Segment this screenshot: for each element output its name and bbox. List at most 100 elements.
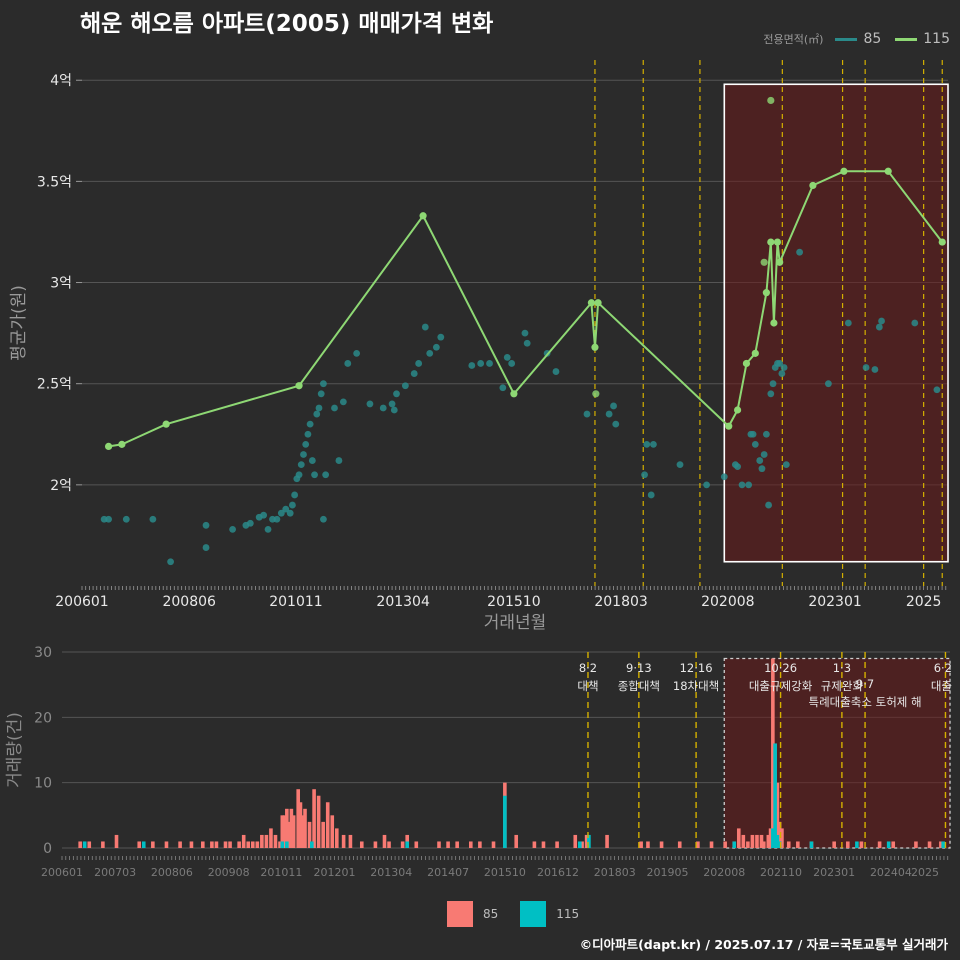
point-85	[339, 398, 347, 406]
bar-y-tick-label: 20	[34, 710, 52, 726]
point-85	[149, 515, 157, 523]
point-85	[765, 501, 772, 509]
point-115	[733, 406, 742, 414]
page-title: 해운 해오름 아파트(2005) 매매가격 변화	[80, 11, 494, 37]
point-115	[767, 238, 775, 246]
bar-85	[382, 834, 387, 848]
point-115	[751, 349, 759, 357]
bar-85	[927, 841, 932, 848]
bar-85	[766, 834, 771, 848]
point-85	[780, 364, 788, 371]
policy-name-label: 규제완화	[821, 679, 864, 693]
bar-y-tick-label: 0	[43, 841, 52, 857]
point-85	[751, 440, 759, 448]
bar-85	[255, 841, 260, 848]
x-tick-label: 201304	[376, 594, 430, 610]
bar-115	[855, 841, 859, 848]
bar-85	[761, 841, 766, 848]
bar-85	[316, 795, 321, 848]
point-85	[738, 481, 746, 489]
legend-bottom-label-85: 85	[483, 907, 499, 921]
bar-y-tick-label: 30	[34, 645, 52, 661]
bar-115	[809, 841, 814, 848]
bar-85	[796, 841, 800, 848]
bar-85	[280, 815, 285, 848]
bar-115	[775, 834, 780, 848]
bar-x-tick-label: 202404	[870, 866, 912, 879]
point-85	[308, 457, 316, 464]
point-85	[421, 323, 429, 331]
point-85	[366, 400, 374, 408]
x-tick-label: 201803	[594, 594, 647, 610]
point-115	[938, 238, 946, 246]
point-85	[650, 440, 657, 448]
bar-85	[237, 841, 241, 848]
point-85	[322, 471, 330, 479]
highlight-region	[723, 83, 949, 563]
point-115	[162, 420, 170, 428]
policy-name-label: 특례대출축소 토허제 해	[808, 695, 921, 709]
point-115	[762, 289, 770, 297]
bar-85	[291, 815, 296, 848]
policy-name-label: 18차대책	[673, 679, 719, 693]
bar-85	[101, 841, 105, 848]
point-115	[840, 167, 848, 175]
bar-85	[273, 834, 278, 848]
point-115	[809, 181, 817, 190]
point-85	[844, 319, 852, 327]
policy-name-label: 대출규제강화	[749, 679, 813, 693]
bar-x-tick-label: 201803	[594, 866, 636, 879]
point-85	[353, 349, 361, 357]
policy-name-label: 종합대책	[618, 679, 660, 693]
bottom-legend: 85 115	[447, 901, 579, 927]
point-85	[477, 360, 485, 367]
point-115	[118, 440, 126, 448]
point-85	[756, 457, 764, 464]
point-85	[335, 457, 343, 464]
point-85	[676, 461, 684, 469]
bar-85	[646, 841, 650, 848]
legend-swatch-85	[835, 37, 858, 41]
bar-85	[151, 841, 155, 848]
bar-85	[241, 834, 246, 848]
point-85	[468, 362, 476, 369]
bar-85	[759, 834, 764, 848]
bar-85	[296, 789, 300, 848]
bar-85	[555, 841, 559, 848]
x-tick-label: 202008	[701, 594, 754, 610]
point-85	[552, 368, 560, 375]
bar-85	[214, 841, 219, 848]
point-85	[734, 463, 741, 471]
bar-85	[114, 834, 119, 848]
point-85	[401, 382, 409, 390]
bar-85	[659, 841, 664, 848]
bar-85	[755, 834, 759, 848]
bar-85	[335, 828, 339, 848]
point-85	[749, 430, 757, 438]
point-85	[776, 360, 784, 367]
point-85	[782, 461, 790, 469]
bar-85	[87, 841, 92, 848]
bar-115	[503, 795, 507, 848]
point-115	[770, 319, 778, 327]
x-tick-label: 201510	[487, 594, 540, 610]
bar-85	[780, 828, 784, 848]
bar-85	[709, 841, 714, 848]
bar-85	[269, 828, 273, 848]
point-85	[260, 511, 268, 519]
point-115	[295, 382, 303, 390]
y-axis-title: 평균가(원)	[9, 285, 29, 361]
bar-85	[891, 841, 896, 848]
point-115	[594, 299, 602, 307]
bar-115	[405, 841, 410, 848]
point-85	[875, 323, 883, 331]
bar-85	[278, 841, 282, 848]
bar-85	[228, 841, 232, 848]
bar-x-tick-label: 200703	[94, 866, 136, 879]
point-85	[769, 380, 777, 388]
bar-85	[330, 815, 335, 848]
legend-box-115	[520, 901, 547, 927]
bar-85	[468, 841, 473, 848]
point-85	[317, 390, 325, 398]
bar-x-tick-label: 201905	[646, 866, 688, 879]
